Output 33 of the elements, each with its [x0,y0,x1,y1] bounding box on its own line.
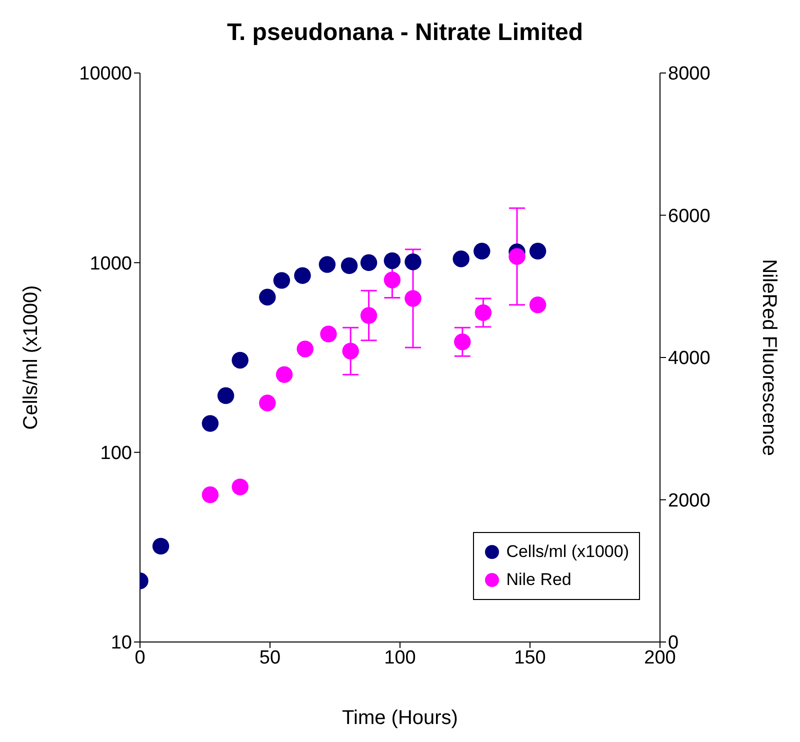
legend-label: Nile Red [506,570,572,590]
point [340,257,358,274]
point [217,387,234,404]
point [404,253,422,270]
y-tick-label: 100 [100,443,132,464]
point [384,252,401,270]
x-tick-label: 150 [514,647,546,668]
point [152,538,170,555]
point [452,250,470,268]
y-tick-label: 10000 [79,64,132,85]
point [318,256,336,273]
y2-axis-title: NileRed Fluorescence [758,259,780,456]
point [529,242,546,260]
y2-tick-label: 4000 [668,348,710,370]
point [273,272,290,289]
point [202,415,219,432]
x-tick-label: 50 [259,647,281,668]
y-tick-label: 10 [110,632,132,654]
point [474,242,490,260]
y2-tick-label: 8000 [668,64,710,85]
y-axis-title: Cells/ml (x1000) [20,285,42,430]
point [360,254,378,272]
y-tick-label: 1000 [90,253,132,274]
point [294,267,311,284]
y2-tick-label: 6000 [668,206,710,227]
x-tick-label: 100 [384,647,416,668]
point [232,352,248,369]
point [259,288,276,306]
x-axis-title: Time (Hours) [342,707,458,730]
x-tick-label: 0 [134,647,146,668]
chart-title: T. pseudonana - Nitrate Limited [226,18,584,48]
y2-tick-label: 2000 [668,490,710,512]
legend-label: Cells/ml (x1000) [506,542,629,562]
